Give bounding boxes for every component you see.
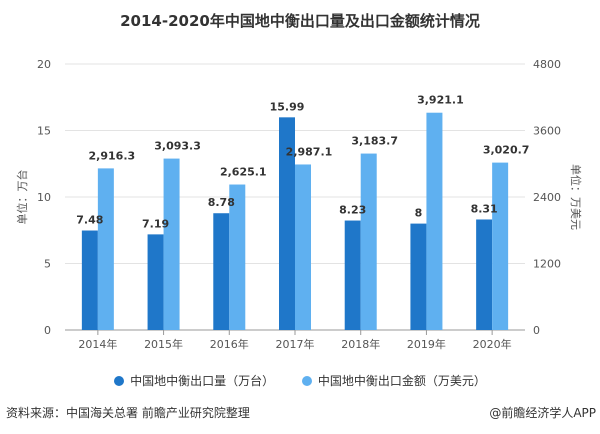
data-label-value: 2,916.3	[89, 149, 136, 162]
data-label-value: 2,987.1	[286, 145, 333, 158]
x-tick-label: 2019年	[407, 337, 446, 351]
bar-value	[97, 168, 114, 330]
x-tick-label: 2016年	[210, 337, 249, 351]
y-right-tick-label: 4800	[533, 58, 561, 71]
y-right-tick-label: 3600	[533, 125, 561, 138]
y-right-axis-label: 单位：万美元	[569, 164, 583, 230]
bar-volume	[81, 230, 98, 330]
data-label-value: 2,625.1	[220, 166, 267, 179]
data-label-volume: 7.19	[142, 217, 169, 230]
bar-volume	[476, 219, 493, 330]
y-right-tick-label: 0	[533, 324, 540, 337]
y-right-tick-label: 1200	[533, 258, 561, 271]
y-tick-label: 15	[37, 125, 51, 138]
data-label-value: 3,093.3	[154, 140, 201, 153]
data-label-value: 3,020.7	[483, 144, 530, 157]
data-label-volume: 8.31	[471, 202, 498, 215]
legend-swatch-icon	[301, 376, 312, 386]
x-tick-label: 2020年	[473, 337, 512, 351]
legend-swatch-icon	[114, 376, 125, 386]
y-axis-label: 单位：万台	[15, 170, 29, 225]
data-label-volume: 8.78	[208, 196, 235, 209]
x-tick-label: 2015年	[144, 337, 183, 351]
bar-volume	[147, 234, 164, 330]
legend-item-value[interactable]: 中国地中衡出口金额（万美元）	[301, 372, 486, 389]
bar-volume	[344, 220, 361, 330]
bar-value	[360, 153, 377, 330]
data-label-volume: 7.48	[76, 214, 103, 227]
legend-label: 中国地中衡出口金额（万美元）	[317, 374, 486, 388]
legend-label: 中国地中衡出口量（万台）	[130, 374, 275, 388]
data-label-value: 3,183.7	[351, 135, 398, 148]
brand-credit: @前瞻经济学人APP	[489, 406, 596, 420]
y-tick-label: 0	[44, 324, 51, 337]
bar-value	[229, 184, 246, 330]
legend-item-volume[interactable]: 中国地中衡出口量（万台）	[114, 372, 274, 389]
data-label-volume: 8.23	[339, 204, 366, 217]
bar-value	[426, 112, 443, 330]
bar-volume	[213, 213, 230, 330]
y-tick-label: 10	[37, 191, 51, 204]
y-tick-label: 20	[37, 58, 51, 71]
bar-volume	[279, 117, 295, 330]
data-label-volume: 8	[415, 207, 423, 220]
bar-volume	[410, 223, 427, 330]
source-note: 资料来源：中国海关总署 前瞻产业研究院整理	[6, 406, 250, 420]
x-tick-label: 2014年	[78, 337, 117, 351]
data-label-volume: 15.99	[270, 100, 305, 113]
bar-value	[295, 164, 311, 330]
bar-value	[492, 162, 509, 330]
bar-value	[163, 158, 180, 330]
y-tick-label: 5	[44, 258, 51, 271]
x-tick-label: 2017年	[276, 337, 315, 351]
y-right-tick-label: 2400	[533, 191, 561, 204]
data-label-value: 3,921.1	[417, 94, 464, 107]
x-tick-label: 2018年	[341, 337, 380, 351]
legend: 中国地中衡出口量（万台） 中国地中衡出口金额（万美元）	[0, 372, 600, 389]
chart-title: 2014-2020年中国地中衡出口量及出口金额统计情况	[120, 12, 480, 30]
